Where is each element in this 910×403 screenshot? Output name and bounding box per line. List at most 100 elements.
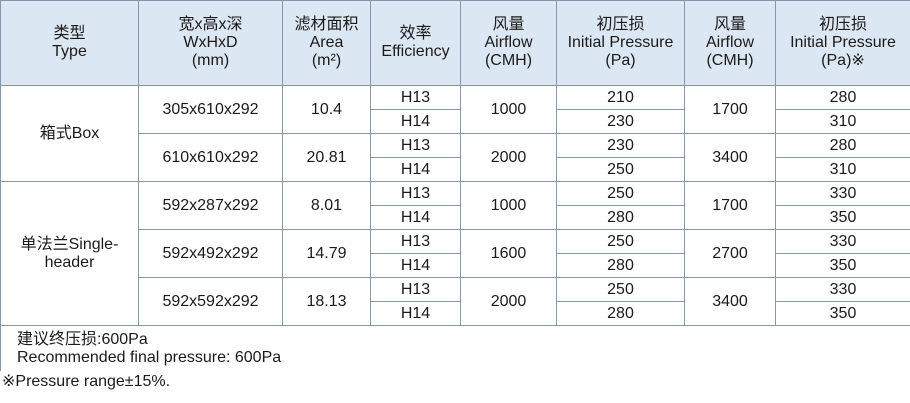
- airflow-cell: 1000: [460, 85, 557, 134]
- table-row: H14 280 350: [1, 301, 910, 326]
- pressure-cell: 330: [775, 229, 910, 254]
- pressure-cell: 310: [775, 157, 910, 182]
- airflow-cell: 1000: [460, 181, 557, 230]
- header-cell: 风量 Airflow (CMH): [684, 0, 776, 86]
- cell-line: 初压损: [596, 16, 645, 33]
- table-row: H14 280 350: [1, 205, 910, 230]
- table-body: 箱式Box 305x610x292 10.4 H13 1000 210 1700 280 H14…: [0, 85, 910, 371]
- size-cell: 305x610x292: [138, 85, 283, 134]
- airflow-cell: 3400: [684, 277, 776, 326]
- efficiency-cell: H14: [370, 109, 461, 134]
- header-row: 类型 Type 宽x高x深 WxHxD (mm) 滤材面积 Area (m²) 效率 Effici…: [0, 0, 910, 86]
- cell-line: Area: [309, 34, 344, 51]
- footnote: ※Pressure range±15%.: [2, 373, 171, 390]
- size-cell: 592x492x292: [138, 229, 283, 278]
- cell-line: 单法兰: [20, 235, 69, 253]
- cell-line: 滤材面积: [294, 16, 359, 33]
- cell-line: Airflow: [484, 34, 533, 51]
- cell-line: Initial Pressure: [790, 34, 896, 51]
- cell-line: 风量: [492, 16, 525, 33]
- pressure-cell: 330: [775, 277, 910, 302]
- airflow-cell: 1700: [684, 85, 776, 134]
- efficiency-cell: H14: [370, 205, 461, 230]
- pressure-cell: 280: [775, 133, 910, 158]
- cell-line: 建议终压损:600Pa: [17, 330, 148, 348]
- table-row: H14 250 310: [1, 157, 910, 182]
- cell-line: 效率: [399, 25, 432, 42]
- header-cell: 滤材面积 Area (m²): [282, 0, 371, 86]
- type-cell: 单法兰Single-header: [0, 181, 139, 326]
- notes-row: 建议终压损:600Pa Recommended final pressure: 6…: [0, 325, 910, 371]
- airflow-cell: 2700: [684, 229, 776, 278]
- cell-line: (CMH): [484, 52, 533, 69]
- size-cell: 610x610x292: [138, 133, 283, 182]
- pressure-cell: 280: [556, 253, 685, 278]
- notes-cell: 建议终压损:600Pa Recommended final pressure: 6…: [0, 325, 910, 371]
- cell-line: 初压损: [818, 16, 867, 33]
- table-row: 610x610x292 20.81 H13 2000 230 3400 280: [1, 133, 910, 182]
- pressure-cell: 230: [556, 109, 685, 134]
- size-cell: 592x592x292: [138, 277, 283, 326]
- pressure-cell: 250: [556, 277, 685, 302]
- cell-line: Type: [52, 43, 87, 60]
- efficiency-cell: H13: [370, 277, 461, 302]
- cell-line: Initial Pressure: [567, 34, 674, 51]
- area-cell: 18.13: [282, 277, 371, 326]
- cell-line: Box: [71, 124, 100, 142]
- cell-line: 类型: [53, 25, 86, 42]
- cell-line: Single-header: [44, 235, 119, 271]
- cell-line: (CMH): [706, 52, 754, 69]
- cell-line: (mm): [191, 52, 230, 69]
- cell-line: (m²): [311, 52, 342, 69]
- cell-line: 宽x高x深: [178, 16, 243, 33]
- efficiency-cell: H13: [370, 229, 461, 254]
- header-cell: 效率 Efficiency: [370, 0, 461, 86]
- pressure-cell: 230: [556, 133, 685, 158]
- airflow-cell: 2000: [460, 133, 557, 182]
- cell-line: 箱式: [39, 124, 72, 142]
- pressure-cell: 350: [775, 205, 910, 230]
- pressure-cell: 330: [775, 181, 910, 206]
- header-cell: 风量 Airflow (CMH): [460, 0, 557, 86]
- area-cell: 10.4: [282, 85, 371, 134]
- pressure-cell: 250: [556, 157, 685, 182]
- header-cell: 类型 Type: [0, 0, 139, 86]
- size-cell: 592x287x292: [138, 181, 283, 230]
- efficiency-cell: H14: [370, 253, 461, 278]
- cell-line: 风量: [713, 16, 746, 33]
- airflow-cell: 3400: [684, 133, 776, 182]
- cell-line: (Pa)※: [821, 52, 865, 69]
- efficiency-cell: H13: [370, 133, 461, 158]
- area-cell: 14.79: [282, 229, 371, 278]
- efficiency-cell: H13: [370, 181, 461, 206]
- pressure-cell: 280: [775, 85, 910, 110]
- efficiency-cell: H13: [370, 85, 461, 110]
- airflow-cell: 2000: [460, 277, 557, 326]
- airflow-cell: 1700: [684, 181, 776, 230]
- cell-line: (Pa): [605, 52, 636, 69]
- airflow-cell: 1600: [460, 229, 557, 278]
- header-cell: 初压损 Initial Pressure (Pa)※: [775, 0, 910, 86]
- area-cell: 20.81: [282, 133, 371, 182]
- pressure-cell: 210: [556, 85, 685, 110]
- table-row: 箱式Box 305x610x292 10.4 H13 1000 210 1700 280: [0, 85, 910, 182]
- pressure-cell: 280: [556, 205, 685, 230]
- table-row: 592x492x292 14.79 H13 1600 250 2700 330: [1, 229, 910, 278]
- pressure-cell: 280: [556, 301, 685, 326]
- pressure-cell: 350: [775, 301, 910, 326]
- header-cell: 宽x高x深 WxHxD (mm): [138, 0, 283, 86]
- header-cell: 初压损 Initial Pressure (Pa): [556, 0, 685, 86]
- pressure-cell: 250: [556, 181, 685, 206]
- cell-line: Efficiency: [381, 43, 450, 60]
- cell-line: WxHxD: [183, 34, 238, 51]
- table-row: 单法兰Single-header 592x287x292 8.01 H13 1000 25…: [0, 181, 910, 326]
- efficiency-cell: H14: [370, 157, 461, 182]
- cell-line: Airflow: [705, 34, 754, 51]
- pressure-cell: 310: [775, 109, 910, 134]
- pressure-cell: 350: [775, 253, 910, 278]
- type-cell: 箱式Box: [0, 85, 139, 182]
- pressure-cell: 250: [556, 229, 685, 254]
- area-cell: 8.01: [282, 181, 371, 230]
- spec-table: 类型 Type 宽x高x深 WxHxD (mm) 滤材面积 Area (m²) 效率 Effici…: [0, 0, 910, 371]
